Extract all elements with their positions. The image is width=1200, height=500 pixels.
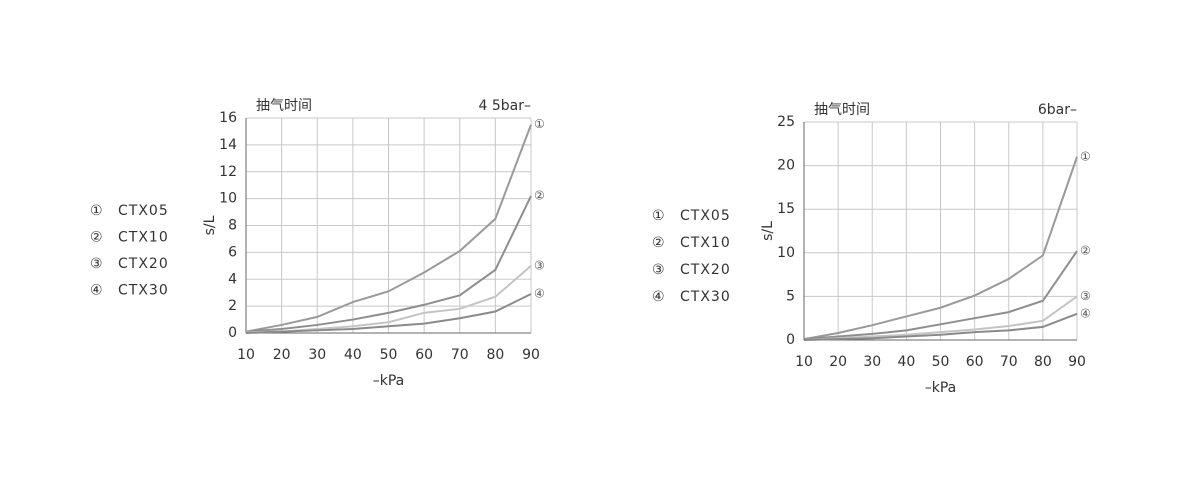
series-line xyxy=(245,124,532,333)
legend-label: CTX30 xyxy=(118,283,169,299)
series-end-label: ② xyxy=(1080,244,1091,258)
x-tick-label: 20 xyxy=(273,347,291,363)
legend-symbol: ③ xyxy=(652,262,666,278)
y-tick-label: 20 xyxy=(777,158,795,174)
legend-symbol: ② xyxy=(652,235,666,251)
series-line xyxy=(245,293,532,334)
y-tick-label: 10 xyxy=(777,245,795,261)
series-end-label: ④ xyxy=(1080,306,1091,320)
x-tick-label: 80 xyxy=(1034,354,1052,370)
y-axis-label: s/L xyxy=(202,215,218,235)
x-axis-label: –kPa xyxy=(373,373,405,389)
chart-title: 抽气时间 xyxy=(814,102,870,118)
series-line xyxy=(803,250,1078,341)
x-tick-label: 60 xyxy=(415,347,433,363)
x-tick-label: 40 xyxy=(344,347,362,363)
legend-symbol: ② xyxy=(90,230,104,246)
y-tick-label: 16 xyxy=(219,110,237,126)
y-tick-label: 15 xyxy=(777,201,795,217)
y-tick-label: 4 xyxy=(228,271,237,287)
series-end-label: ② xyxy=(534,188,545,202)
y-tick-label: 5 xyxy=(786,288,795,304)
series-line xyxy=(803,156,1078,341)
series-line xyxy=(803,312,1078,341)
legend-symbol: ① xyxy=(652,208,666,224)
y-tick-label: 10 xyxy=(219,191,237,207)
x-tick-label: 80 xyxy=(486,347,504,363)
x-tick-label: 10 xyxy=(237,347,255,363)
y-tick-label: 6 xyxy=(228,244,237,260)
y-tick-label: 2 xyxy=(228,298,237,314)
series-end-label: ① xyxy=(534,117,545,131)
x-tick-label: 50 xyxy=(932,354,950,370)
y-tick-label: 8 xyxy=(228,218,237,234)
series-end-label: ① xyxy=(1080,149,1091,163)
x-tick-label: 30 xyxy=(863,354,881,370)
y-tick-label: 25 xyxy=(777,114,795,130)
legend-symbol: ③ xyxy=(90,256,104,272)
x-tick-label: 10 xyxy=(795,354,813,370)
legend-label: CTX20 xyxy=(680,262,731,278)
x-tick-label: 50 xyxy=(380,347,398,363)
chart-subtitle: 4 5bar– xyxy=(479,98,532,114)
y-tick-label: 14 xyxy=(219,137,237,153)
chart-title: 抽气时间 xyxy=(256,98,312,114)
legend-label: CTX30 xyxy=(680,289,731,305)
legend-symbol: ④ xyxy=(90,283,104,299)
x-tick-label: 60 xyxy=(966,354,984,370)
x-tick-label: 70 xyxy=(451,347,469,363)
legend-symbol: ④ xyxy=(652,289,666,305)
x-tick-label: 40 xyxy=(897,354,915,370)
y-axis-label: s/L xyxy=(760,221,776,241)
legend-label: CTX10 xyxy=(680,235,731,251)
x-tick-label: 20 xyxy=(829,354,847,370)
y-tick-label: 0 xyxy=(786,332,795,348)
x-axis-label: –kPa xyxy=(925,380,957,396)
x-tick-label: 90 xyxy=(522,347,540,363)
legend-symbol: ① xyxy=(90,203,104,219)
x-tick-label: 90 xyxy=(1068,354,1086,370)
series-end-label: ③ xyxy=(1080,289,1091,303)
y-tick-label: 12 xyxy=(219,164,237,180)
series-end-label: ③ xyxy=(534,258,545,272)
y-tick-label: 0 xyxy=(228,325,237,341)
series-line xyxy=(245,195,532,333)
legend-label: CTX05 xyxy=(118,203,169,219)
legend-label: CTX05 xyxy=(680,208,731,224)
legend-label: CTX10 xyxy=(118,230,169,246)
series-end-label: ④ xyxy=(534,287,545,301)
series-line xyxy=(803,295,1078,341)
legend-label: CTX20 xyxy=(118,256,169,272)
chart-subtitle: 6bar– xyxy=(1038,102,1077,118)
x-tick-label: 30 xyxy=(308,347,326,363)
x-tick-label: 70 xyxy=(1000,354,1018,370)
